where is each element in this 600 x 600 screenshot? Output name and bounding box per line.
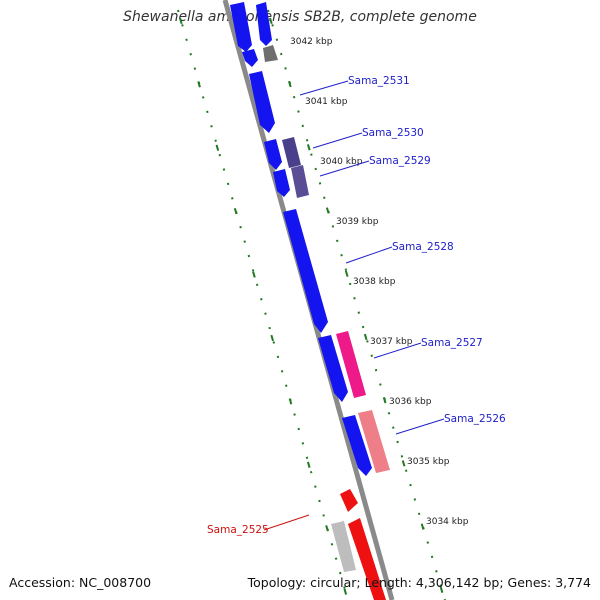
gene-arrow: [249, 71, 275, 133]
accession-label: Accession: NC_008700: [9, 575, 152, 590]
gene-arrow: [282, 137, 301, 168]
inner-tick-ring: [177, 9, 349, 600]
kbp-label: 3035 kbp: [407, 457, 450, 467]
gene-label: Sama_2528: [392, 241, 454, 253]
kbp-label: 3037 kbp: [370, 337, 413, 347]
gene-leader-line: [299, 80, 349, 96]
gene-label: Sama_2531: [348, 75, 410, 87]
gene-arrow: [242, 49, 258, 67]
gene-arrow: [331, 521, 356, 572]
gene-arrow: [230, 2, 252, 52]
gene-arrow: [264, 139, 282, 170]
kbp-label: 3042 kbp: [290, 37, 333, 47]
gene-arrow: [283, 209, 328, 333]
gene-arrow: [318, 335, 348, 402]
kbp-label: 3040 kbp: [320, 157, 363, 167]
gene-arrow: [348, 518, 386, 600]
topology-label: Topology: circular; Length: 4,306,142 bp…: [247, 575, 591, 590]
outer-tick-ring: [267, 9, 446, 600]
gene-label: Sama_2526: [444, 413, 506, 425]
gene-arrow: [263, 45, 278, 62]
outer-tick-ring-major: [269, 17, 446, 600]
kbp-label: 3041 kbp: [305, 97, 348, 107]
gene-leader-line: [345, 246, 393, 264]
gene-leader-line: [263, 514, 310, 531]
kbp-label: 3039 kbp: [336, 217, 379, 227]
gene-arrow: [342, 415, 372, 476]
gene-leader-line: [312, 132, 363, 149]
kbp-label: 3034 kbp: [426, 517, 469, 527]
gene-label: Sama_2529: [369, 155, 431, 167]
gene-arrow: [336, 331, 366, 398]
gene-arrow: [340, 489, 358, 512]
gene-leader-line: [373, 342, 422, 359]
gene-leader-line: [395, 418, 445, 435]
kbp-label: 3038 kbp: [353, 277, 396, 287]
gene-arrow: [256, 2, 272, 46]
gene-arrow: [273, 169, 290, 197]
gene-label: Sama_2527: [421, 337, 483, 349]
gene-leader-line: [319, 160, 370, 177]
map-title: Shewanella amazonensis SB2B, complete ge…: [123, 9, 477, 25]
gene-arrow: [358, 410, 390, 473]
gene-arrow: [291, 165, 309, 198]
kbp-label: 3036 kbp: [389, 397, 432, 407]
gene-label: Sama_2530: [362, 127, 424, 139]
gene-label: Sama_2525: [207, 524, 269, 536]
